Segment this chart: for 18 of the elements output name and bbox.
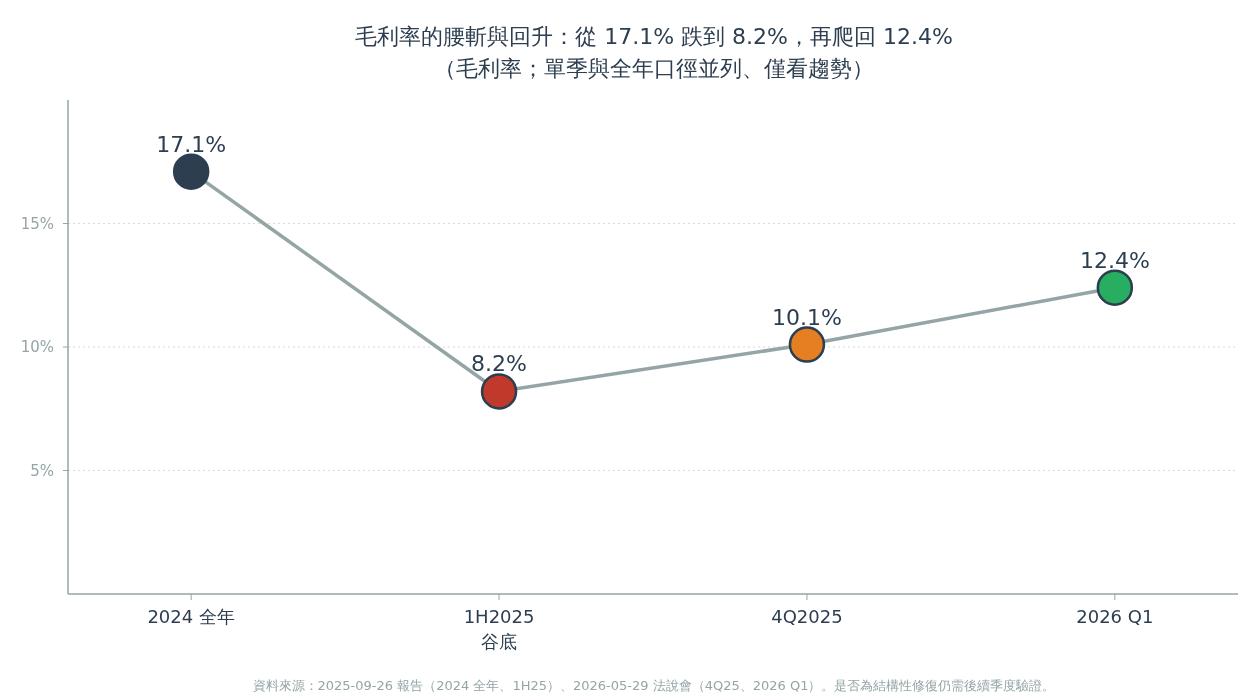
- x-tick-label: 4Q2025: [771, 606, 843, 627]
- x-tick-label: 1H2025 谷底: [463, 606, 535, 652]
- data-label: 10.1%: [772, 304, 842, 330]
- x-tick-label: 2024 全年: [147, 606, 235, 627]
- data-label: 8.2%: [471, 351, 528, 377]
- point: [1096, 269, 1134, 306]
- data-label: 17.1%: [156, 131, 227, 157]
- data-label: 12.4%: [1079, 247, 1150, 273]
- point: [480, 373, 518, 410]
- chart-title: 毛利率的腰斬與回升：從 17.1% 跌到 8.2%，再爬回 12.4%: [355, 24, 953, 49]
- point: [788, 326, 826, 363]
- y-tick-label: 10%: [20, 338, 54, 356]
- source-note: 資料來源：2025-09-26 報告（2024 全年、1H25）、2026-05-29 法說會（4Q25、2026 Q1）。是否為結構性修復仍需後續季度驗證。: [252, 678, 1056, 693]
- y-tick-label: 15%: [20, 214, 54, 233]
- chart-subtitle: （毛利率；單季與全年口徑並列、僅看趨勢）: [434, 56, 874, 81]
- x-tick-label: 2026 Q1: [1076, 606, 1154, 627]
- point: [172, 153, 210, 190]
- y-tick-label: 5%: [30, 461, 54, 480]
